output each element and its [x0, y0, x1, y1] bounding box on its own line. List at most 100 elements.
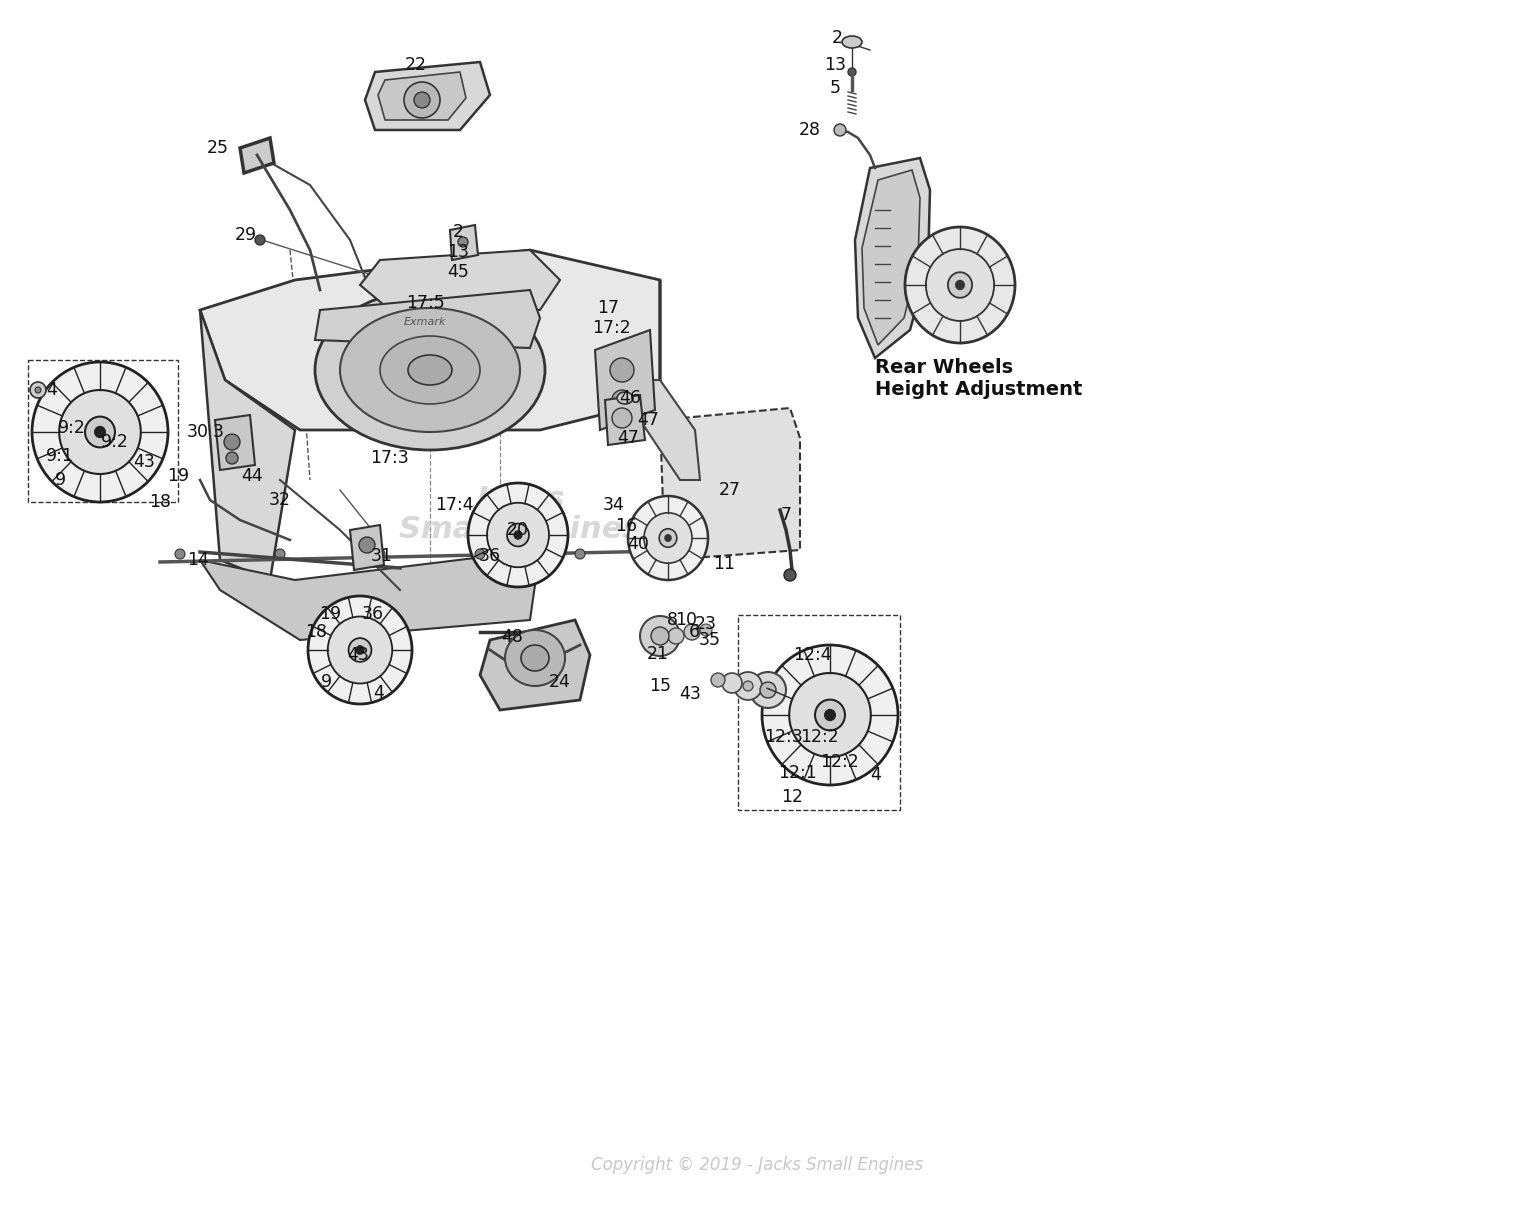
Polygon shape	[621, 379, 699, 480]
Polygon shape	[595, 330, 656, 430]
Text: 21: 21	[646, 646, 669, 663]
Text: 9:1: 9:1	[45, 447, 74, 464]
Polygon shape	[861, 170, 921, 345]
Text: 17: 17	[597, 299, 619, 317]
Text: 48: 48	[501, 628, 522, 646]
Ellipse shape	[327, 616, 392, 684]
Text: 12:2: 12:2	[801, 728, 839, 747]
Text: 4: 4	[871, 766, 881, 784]
Ellipse shape	[640, 616, 680, 655]
Polygon shape	[365, 62, 491, 131]
Ellipse shape	[404, 83, 441, 118]
Ellipse shape	[684, 623, 699, 639]
Ellipse shape	[722, 673, 742, 692]
Ellipse shape	[665, 535, 671, 541]
Text: 12:2: 12:2	[821, 753, 860, 771]
Ellipse shape	[488, 503, 550, 567]
Ellipse shape	[356, 646, 365, 654]
Text: 27: 27	[719, 480, 740, 499]
Text: 32: 32	[269, 492, 291, 509]
Text: 31: 31	[371, 547, 394, 565]
Ellipse shape	[789, 673, 871, 756]
Ellipse shape	[659, 529, 677, 547]
Ellipse shape	[459, 237, 468, 246]
Text: 30: 30	[188, 423, 209, 441]
Text: Exmark: Exmark	[404, 317, 447, 326]
Text: 12:4: 12:4	[793, 646, 831, 664]
Polygon shape	[855, 158, 930, 359]
Ellipse shape	[348, 638, 371, 662]
Ellipse shape	[668, 628, 684, 644]
Text: 6: 6	[689, 623, 699, 641]
Ellipse shape	[762, 646, 898, 785]
Polygon shape	[660, 408, 799, 561]
Ellipse shape	[575, 549, 584, 559]
Text: 23: 23	[695, 615, 718, 633]
Text: Rear Wheels: Rear Wheels	[875, 359, 1013, 377]
Polygon shape	[315, 290, 540, 347]
Ellipse shape	[612, 391, 631, 410]
Text: 24: 24	[550, 673, 571, 691]
Text: 16: 16	[615, 517, 637, 535]
Polygon shape	[215, 415, 254, 469]
Ellipse shape	[612, 408, 631, 428]
Ellipse shape	[675, 549, 684, 559]
Text: 17:3: 17:3	[371, 448, 409, 467]
Ellipse shape	[380, 336, 480, 404]
Ellipse shape	[651, 627, 669, 646]
Text: 9: 9	[321, 673, 332, 691]
Text: 17:4: 17:4	[435, 496, 474, 514]
Text: Jacks: Jacks	[475, 485, 565, 515]
Text: 19: 19	[319, 605, 341, 623]
Text: 45: 45	[447, 262, 469, 281]
Ellipse shape	[224, 434, 241, 450]
Text: 12:1: 12:1	[778, 764, 816, 782]
Ellipse shape	[734, 671, 762, 700]
Ellipse shape	[315, 290, 545, 450]
Ellipse shape	[468, 483, 568, 586]
Text: Small Engines: Small Engines	[400, 515, 640, 545]
Ellipse shape	[276, 549, 285, 559]
Polygon shape	[480, 620, 590, 710]
Text: 43: 43	[347, 646, 369, 664]
Text: 17:2: 17:2	[592, 319, 631, 338]
Ellipse shape	[784, 569, 796, 582]
Text: 46: 46	[619, 389, 640, 407]
Text: 9:2: 9:2	[101, 432, 129, 451]
Ellipse shape	[743, 681, 752, 691]
Polygon shape	[450, 225, 478, 260]
Polygon shape	[200, 250, 660, 430]
Ellipse shape	[85, 416, 115, 447]
Text: 15: 15	[650, 678, 671, 695]
Text: 35: 35	[699, 631, 721, 649]
Ellipse shape	[506, 630, 565, 686]
Text: 18: 18	[304, 623, 327, 641]
Text: 47: 47	[618, 429, 639, 447]
Text: 10: 10	[675, 611, 696, 630]
Text: 19: 19	[167, 467, 189, 485]
Polygon shape	[200, 310, 295, 580]
Text: 43: 43	[680, 685, 701, 703]
Text: 40: 40	[627, 535, 650, 553]
Ellipse shape	[94, 426, 106, 437]
Text: 14: 14	[188, 551, 209, 569]
Text: 18: 18	[148, 493, 171, 511]
Ellipse shape	[507, 524, 528, 547]
Text: Height Adjustment: Height Adjustment	[875, 379, 1083, 399]
Ellipse shape	[59, 391, 141, 474]
Text: 3: 3	[212, 423, 224, 441]
Text: 7: 7	[781, 506, 792, 524]
Ellipse shape	[254, 235, 265, 245]
Ellipse shape	[521, 646, 550, 671]
Text: 20: 20	[507, 521, 528, 540]
Ellipse shape	[413, 92, 430, 108]
Ellipse shape	[30, 382, 45, 398]
Ellipse shape	[475, 549, 484, 559]
Text: 43: 43	[133, 453, 154, 471]
Ellipse shape	[760, 683, 777, 699]
Text: 12: 12	[781, 788, 802, 806]
Text: 34: 34	[603, 496, 625, 514]
Ellipse shape	[176, 549, 185, 559]
Ellipse shape	[610, 359, 634, 382]
Polygon shape	[360, 250, 560, 310]
